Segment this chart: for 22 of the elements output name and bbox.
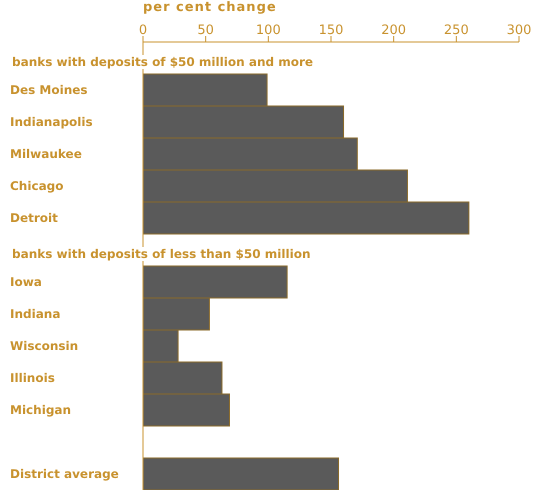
x-tick-label: 50	[197, 23, 214, 38]
y-tick-label: Illinois	[10, 371, 55, 385]
x-tick-label: 0	[138, 23, 148, 38]
x-tick-label: 150	[318, 23, 344, 38]
y-tick-label: Chicago	[10, 179, 64, 193]
bar	[143, 458, 340, 490]
y-tick-label: Iowa	[10, 275, 42, 289]
x-axis-title: per cent change	[143, 0, 277, 15]
x-tick-label: 100	[256, 23, 281, 38]
y-tick-label: Milwaukee	[10, 147, 82, 161]
y-tick-label: Indianapolis	[10, 115, 93, 129]
y-tick-label: Indiana	[10, 307, 60, 321]
x-tick-label: 200	[381, 23, 406, 38]
y-tick-label: Des Moines	[10, 83, 88, 97]
x-tick-label: 300	[506, 23, 532, 38]
y-tick-label: Detroit	[10, 211, 58, 225]
y-tick-label: Michigan	[10, 403, 72, 417]
y-tick-label: Wisconsin	[10, 339, 78, 353]
y-tick-label: District average	[10, 467, 119, 481]
x-tick-label: 250	[444, 23, 469, 38]
annotation: banks with deposits of less than $50 million	[10, 247, 312, 261]
annotation: banks with deposits of $50 million and more	[10, 55, 316, 69]
